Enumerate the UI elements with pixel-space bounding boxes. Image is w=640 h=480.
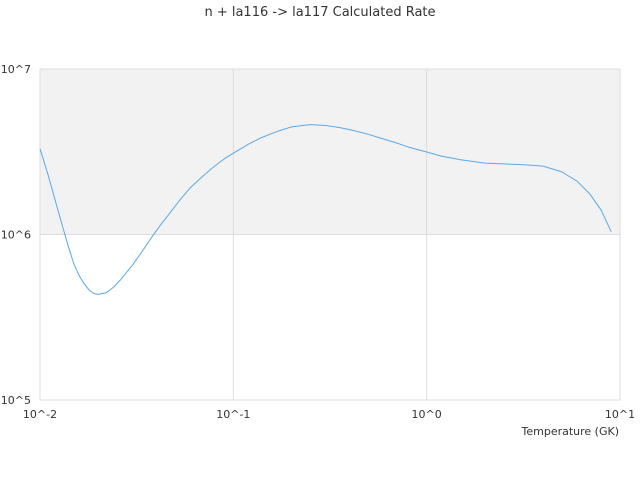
y-tick-label: 10^6 — [1, 229, 31, 242]
x-axis-label: Temperature (GK) — [521, 425, 620, 438]
plot-gridlines — [39, 68, 621, 401]
series-layer — [39, 124, 612, 295]
x-tick-label: 10^-1 — [216, 408, 250, 421]
x-tick-label: 10^1 — [605, 408, 635, 421]
y-tick-label: 10^7 — [1, 63, 31, 76]
y-tick-label: 10^5 — [1, 394, 31, 407]
series-line — [39, 124, 612, 295]
plot-band — [40, 234, 620, 400]
x-tick-labels: 10^-2 10^-1 10^0 10^1 — [23, 408, 635, 421]
plot-bands — [40, 69, 620, 400]
chart-title: n + la116 -> la117 Calculated Rate — [204, 5, 435, 20]
y-tick-labels: 10^5 10^6 10^7 — [1, 63, 31, 407]
x-tick-label: 10^0 — [412, 408, 442, 421]
plot-band — [40, 69, 620, 235]
x-tick-label: 10^-2 — [23, 408, 57, 421]
